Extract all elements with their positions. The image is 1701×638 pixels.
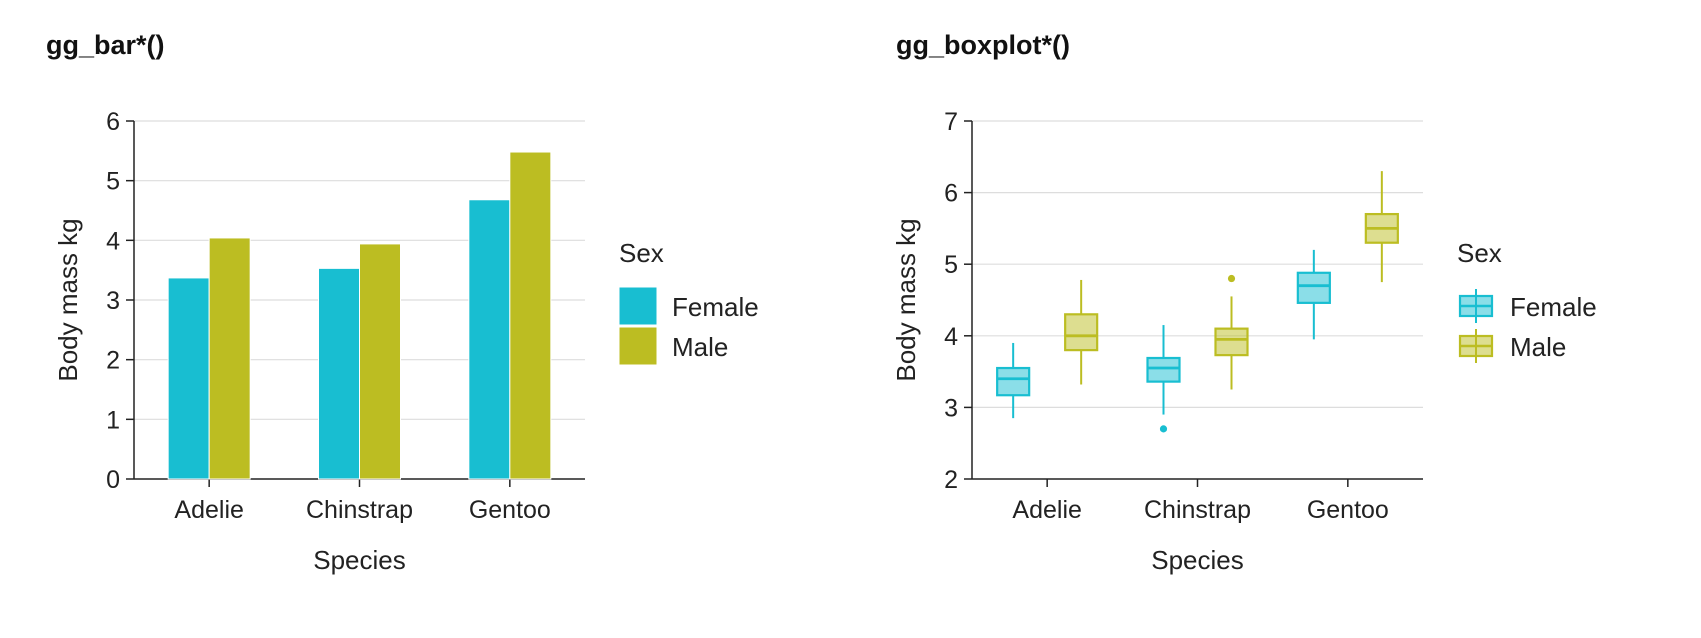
bar-gentoo-male — [509, 151, 552, 480]
x-tick-label-gentoo: Gentoo — [469, 496, 551, 524]
legend-key-male — [618, 326, 658, 366]
y-tick-label: 0 — [106, 466, 120, 494]
legend-title: Sex — [619, 238, 664, 268]
y-tick-label: 1 — [106, 406, 120, 434]
x-axis-title: Species — [313, 545, 406, 575]
y-tick-label: 2 — [106, 347, 120, 375]
y-tick-label: 3 — [106, 287, 120, 315]
y-tick-label: 5 — [944, 251, 958, 279]
y-tick-label: 2 — [944, 466, 958, 494]
bar-adelie-male — [208, 237, 251, 480]
bar-chart-title: gg_bar*() — [46, 30, 165, 60]
x-tick-label-chinstrap: Chinstrap — [306, 496, 413, 524]
x-tick-label-adelie: Adelie — [1012, 496, 1082, 524]
y-tick-label: 4 — [944, 323, 958, 351]
y-axis-title: Body mass kg — [891, 218, 921, 381]
x-axis-title: Species — [1151, 545, 1244, 575]
y-tick-label: 5 — [106, 168, 120, 196]
y-tick-label: 6 — [106, 108, 120, 136]
bar-chinstrap-female — [318, 267, 360, 480]
y-axis-title: Body mass kg — [53, 218, 83, 381]
bar-gentoo-female — [468, 199, 511, 480]
y-tick-label: 6 — [944, 180, 958, 208]
legend-label-female: Female — [672, 292, 759, 322]
bar-adelie-female — [167, 277, 210, 480]
x-tick-label-chinstrap: Chinstrap — [1144, 496, 1251, 524]
box-gentoo-female — [1296, 271, 1331, 304]
boxplot-chart-panel: gg_boxplot*() 2 3 4 5 6 7 Adelie Chinstrap Gento… — [850, 0, 1701, 638]
y-tick-label: 3 — [944, 394, 958, 422]
boxplot-chart-title: gg_boxplot*() — [896, 30, 1070, 60]
outlier-chinstrap-female — [1159, 425, 1168, 433]
bar-chart: 0 1 2 3 4 5 6 Adelie Chinstrap Gentoo Species Body … — [53, 108, 759, 575]
legend-label-male: Male — [672, 332, 728, 362]
legend-label-female: Female — [1510, 292, 1597, 322]
legend-label-male: Male — [1510, 332, 1566, 362]
box-chinstrap-female — [1146, 356, 1181, 383]
box-adelie-male — [1064, 313, 1099, 352]
legend-key-female — [618, 286, 658, 326]
bar-chart-panel: gg_bar*() 0 1 2 3 4 5 6 Adelie Chinstrap Gentoo Sp… — [0, 0, 850, 638]
box-chinstrap-male — [1214, 327, 1249, 357]
y-tick-label: 7 — [944, 108, 958, 136]
boxplot-chart: 2 3 4 5 6 7 Adelie Chinstrap Gentoo Species Body m… — [891, 108, 1597, 575]
y-tick-label: 4 — [106, 227, 120, 255]
x-tick-label-gentoo: Gentoo — [1307, 496, 1389, 524]
outlier-chinstrap-male — [1227, 274, 1236, 283]
box-adelie-female — [996, 366, 1031, 397]
x-tick-label-adelie: Adelie — [174, 496, 244, 524]
legend-title: Sex — [1457, 238, 1502, 268]
bar-chinstrap-male — [359, 243, 401, 480]
